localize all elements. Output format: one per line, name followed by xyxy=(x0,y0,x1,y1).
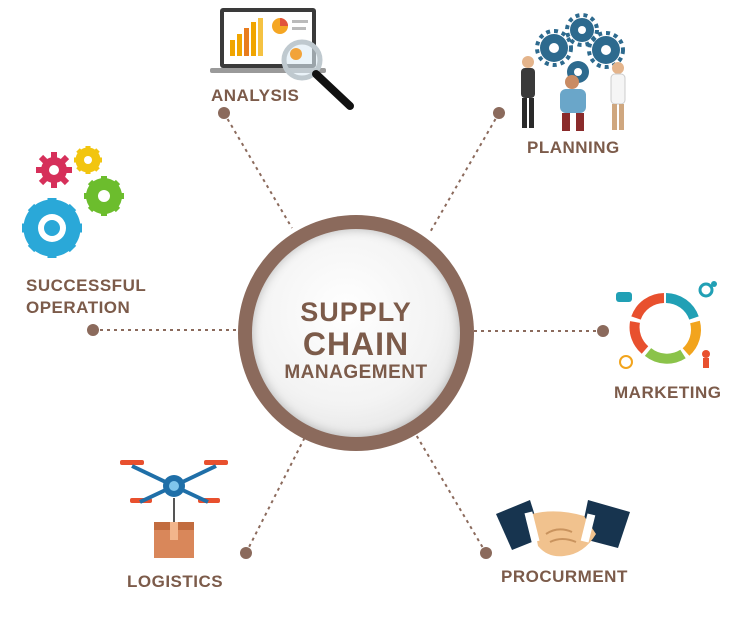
center-hub-face: SUPPLY CHAIN MANAGEMENT xyxy=(252,229,460,437)
center-title-line3: MANAGEMENT xyxy=(284,362,428,383)
label-marketing: MARKETING xyxy=(614,383,722,402)
people-gears-icon xyxy=(521,13,626,131)
label-planning: PLANNING xyxy=(527,138,620,157)
gears-icon xyxy=(22,146,124,258)
laptop-analytics-icon xyxy=(210,8,354,110)
center-title-line2: CHAIN xyxy=(302,326,410,362)
label-operation: OPERATION xyxy=(26,298,131,317)
center-hub: SUPPLY CHAIN MANAGEMENT xyxy=(238,215,474,451)
center-title: SUPPLY CHAIN MANAGEMENT xyxy=(252,297,460,385)
node-dot-analysis xyxy=(218,107,230,119)
connector-planning xyxy=(428,112,500,235)
node-dot-marketing xyxy=(597,325,609,337)
connector-analysis xyxy=(223,112,293,229)
label-analysis: ANALYSIS xyxy=(211,86,300,105)
node-dot-operation xyxy=(87,324,99,336)
label-successful: SUCCESSFUL xyxy=(26,276,147,295)
drone-delivery-icon xyxy=(120,460,228,558)
node-dot-procurement xyxy=(480,547,492,559)
center-title-line1: SUPPLY xyxy=(300,297,412,327)
label-procurement: PROCURMENT xyxy=(501,567,628,586)
node-dot-logistics xyxy=(240,547,252,559)
label-logistics: LOGISTICS xyxy=(127,572,224,591)
node-dot-planning xyxy=(493,107,505,119)
connector-logistics xyxy=(245,436,306,554)
connector-procurement xyxy=(414,432,487,554)
handshake-icon xyxy=(496,500,630,557)
marketing-cycle-icon xyxy=(616,281,717,369)
